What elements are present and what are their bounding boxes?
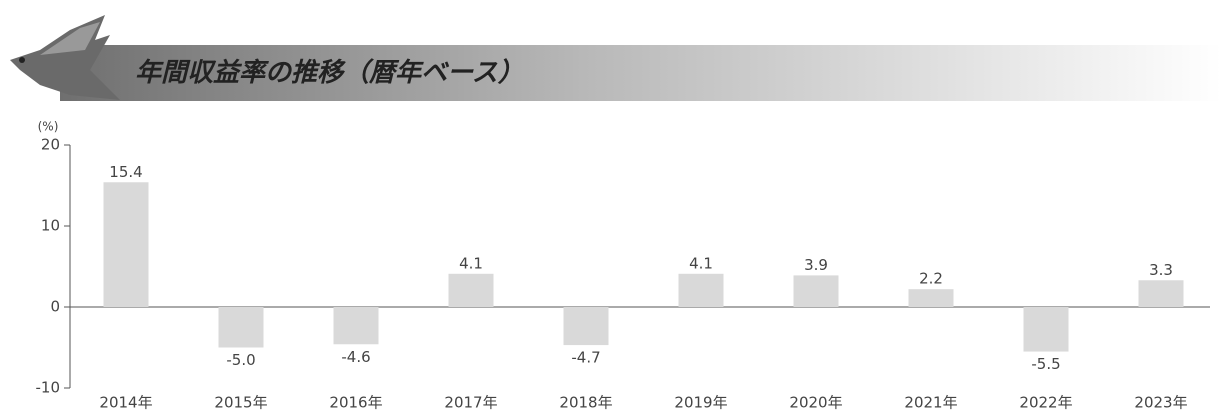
value-label: 3.9 [804, 256, 828, 274]
x-tick-label: 2018年 [559, 394, 612, 412]
x-tick-label: 2015年 [214, 394, 267, 412]
chart: 年間収益率の推移（暦年ベース） (%) -10 0 10 20 15.4 2014年 -5.… [0, 0, 1222, 413]
chart-title: 年間収益率の推移（暦年ベース） [135, 58, 524, 88]
bar [1139, 280, 1184, 307]
y-tick-label: 10 [41, 217, 60, 235]
x-tick-label: 2020年 [789, 394, 842, 412]
y-tick-label: 20 [41, 136, 60, 154]
bar [794, 275, 839, 307]
value-label: -5.0 [226, 351, 255, 369]
value-label: 2.2 [919, 270, 943, 288]
bar [219, 307, 264, 348]
bar [1024, 307, 1069, 352]
x-tick-label: 2021年 [904, 394, 957, 412]
value-label: -5.5 [1031, 355, 1060, 373]
x-tick-label: 2023年 [1134, 394, 1187, 412]
bar [104, 182, 149, 307]
bar [449, 274, 494, 307]
value-label: -4.7 [571, 349, 600, 367]
x-tick-label: 2016年 [329, 394, 382, 412]
bar [909, 289, 954, 307]
x-tick-label: 2022年 [1019, 394, 1072, 412]
x-tick-label: 2017年 [444, 394, 497, 412]
y-axis-label: (%) [38, 120, 59, 134]
value-label: -4.6 [341, 348, 370, 366]
value-label: 15.4 [109, 163, 142, 181]
y-tick-label: -10 [36, 379, 61, 397]
y-tick-label: 0 [50, 298, 60, 316]
x-tick-label: 2019年 [674, 394, 727, 412]
bar [679, 274, 724, 307]
x-tick-label: 2014年 [99, 394, 152, 412]
bar [564, 307, 609, 345]
bar [334, 307, 379, 344]
value-label: 4.1 [459, 254, 483, 272]
value-label: 3.3 [1149, 261, 1173, 279]
value-label: 4.1 [689, 254, 713, 272]
